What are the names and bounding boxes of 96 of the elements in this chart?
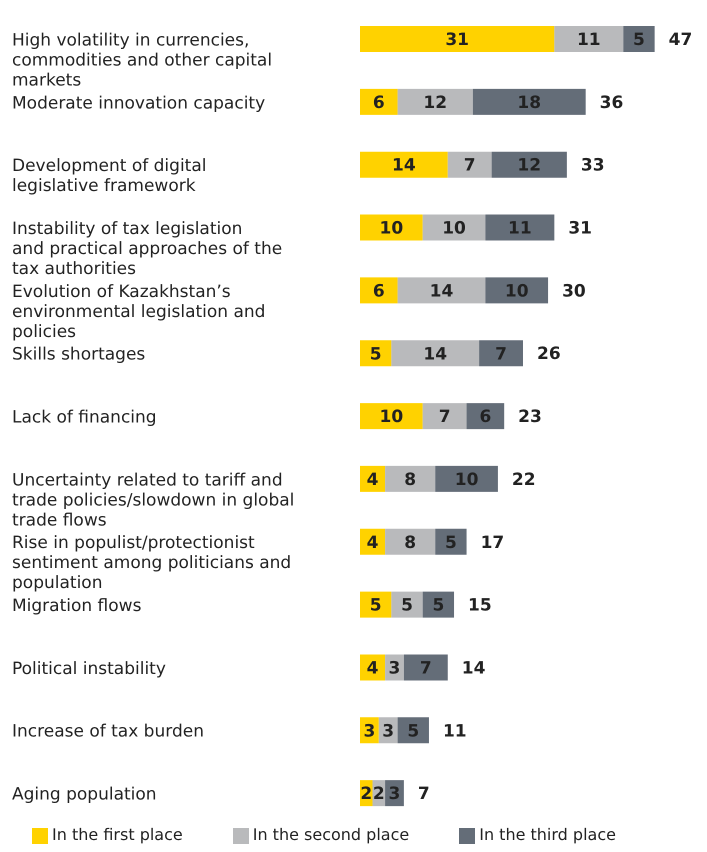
y-tick-label: Aging population xyxy=(12,784,157,805)
data-label: 5 xyxy=(370,596,382,616)
data-label: 2 xyxy=(372,784,385,804)
legend-label: In the third place xyxy=(479,825,616,844)
bar xyxy=(360,152,448,178)
data-label: 7 xyxy=(495,344,507,364)
bar xyxy=(360,592,392,618)
data-label: 5 xyxy=(407,721,420,742)
bar xyxy=(466,403,504,430)
data-label: 10 xyxy=(380,407,404,428)
y-tick-label: Skills shortages xyxy=(12,344,146,365)
data-label: 12 xyxy=(517,156,542,176)
data-label: 6 xyxy=(372,281,385,302)
bar xyxy=(404,654,448,680)
bar xyxy=(448,152,492,178)
bar xyxy=(360,403,423,430)
data-label: 7 xyxy=(438,407,451,428)
data-label: 11 xyxy=(576,30,601,50)
bar xyxy=(360,214,423,241)
legend-label: In the second place xyxy=(252,825,410,844)
data-label: 8 xyxy=(404,470,416,490)
total-label: 47 xyxy=(668,30,692,50)
data-label: 5 xyxy=(401,596,413,616)
data-label: 2 xyxy=(360,784,372,804)
data-label: 8 xyxy=(404,532,416,553)
data-label: 14 xyxy=(423,344,448,364)
bar xyxy=(435,466,498,492)
data-label: 5 xyxy=(444,532,457,553)
y-tick-label: Migration flows xyxy=(12,596,142,616)
total-label: 23 xyxy=(518,407,542,428)
bar xyxy=(422,214,486,241)
total-label: 33 xyxy=(580,156,605,176)
bar xyxy=(422,592,454,618)
y-tick-label: Lack of financing xyxy=(12,408,157,428)
data-label: 10 xyxy=(504,281,529,302)
data-label: 6 xyxy=(479,407,492,428)
bar xyxy=(422,403,467,430)
total-label: 15 xyxy=(468,596,492,616)
bar xyxy=(360,26,554,52)
bar xyxy=(391,340,480,366)
bar xyxy=(360,277,398,304)
y-tick-label: Development of digital legislative framework xyxy=(12,156,206,196)
data-label: 10 xyxy=(454,470,479,490)
data-label: 10 xyxy=(442,218,466,239)
data-label: 4 xyxy=(366,470,379,490)
legend-label: In the first place xyxy=(52,825,183,844)
bar xyxy=(485,277,548,304)
total-label: 36 xyxy=(600,92,624,113)
data-label: 18 xyxy=(517,92,542,113)
data-label: 11 xyxy=(508,218,532,239)
total-label: 31 xyxy=(568,218,592,239)
data-label: 7 xyxy=(420,658,432,678)
total-label: 7 xyxy=(418,784,430,804)
data-label: 14 xyxy=(430,281,454,302)
total-label: 11 xyxy=(442,721,467,742)
y-tick-label: High volatility in currencies, commodities and other capital markets xyxy=(12,30,272,90)
data-label: 12 xyxy=(423,92,448,113)
bar xyxy=(360,340,392,366)
data-label: 10 xyxy=(380,218,404,239)
bar xyxy=(485,214,554,241)
data-label: 14 xyxy=(392,156,416,176)
y-tick-label: Moderate innovation capacity xyxy=(12,93,266,114)
bar xyxy=(492,152,567,178)
y-tick-label: Evolution of Kazakhstan’s environmental legislation and policies xyxy=(12,282,266,342)
y-tick-label: Uncertainty related to tariff and trade policies/slowdown in global trade flows xyxy=(12,470,294,530)
total-label: 14 xyxy=(462,658,486,678)
y-tick-label: Instability of tax legislation and practical approaches of the tax authorities xyxy=(12,218,282,279)
bar xyxy=(398,88,473,115)
data-label: 4 xyxy=(366,658,379,678)
data-label: 7 xyxy=(464,156,476,176)
data-label: 3 xyxy=(388,658,400,678)
data-label: 3 xyxy=(382,721,394,742)
bar xyxy=(385,528,436,555)
data-label: 4 xyxy=(366,532,379,553)
total-label: 26 xyxy=(536,344,561,364)
data-label: 5 xyxy=(633,30,645,50)
bar xyxy=(360,88,398,115)
total-label: 22 xyxy=(512,470,536,490)
bar xyxy=(385,466,436,492)
bar xyxy=(398,717,429,744)
total-label: 30 xyxy=(562,281,586,302)
data-label: 5 xyxy=(432,596,444,616)
y-tick-label: Increase of tax burden xyxy=(12,722,204,742)
y-tick-label: Rise in populist/protectionist sentiment among politicians and population xyxy=(12,533,292,594)
y-tick-label: Political instability xyxy=(12,658,166,679)
data-label: 3 xyxy=(363,721,376,742)
bar xyxy=(554,26,624,52)
data-label: 3 xyxy=(388,784,400,804)
bar xyxy=(479,340,523,366)
bar xyxy=(435,528,467,555)
data-label: 31 xyxy=(445,30,470,50)
data-label: 6 xyxy=(372,92,385,113)
bar xyxy=(398,277,486,304)
data-label: 5 xyxy=(370,344,382,364)
total-label: 17 xyxy=(480,532,504,553)
bar xyxy=(472,88,586,115)
